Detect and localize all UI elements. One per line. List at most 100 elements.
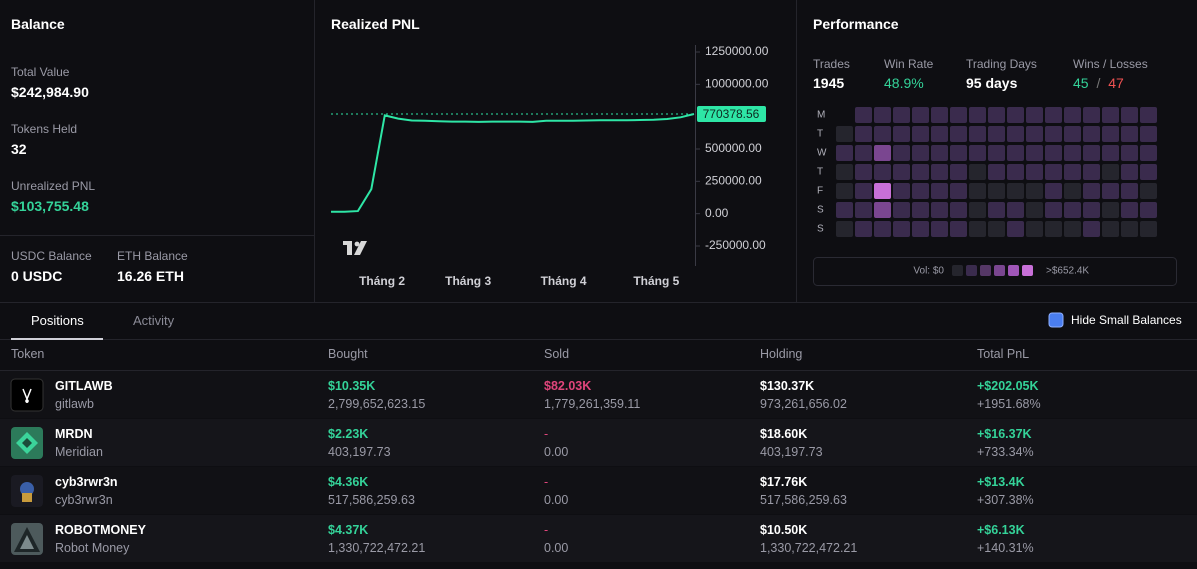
pnl-usd: +$16.37K [977, 427, 1032, 441]
heatmap-cell [855, 202, 872, 218]
row-bg [0, 515, 1197, 562]
holding-amount: 517,586,259.63 [760, 493, 847, 507]
sold-amount: 0.00 [544, 541, 569, 555]
heatmap-cell [1121, 221, 1138, 237]
holding-amount: 1,330,722,472.21 [760, 541, 858, 555]
heatmap-cell [1007, 183, 1024, 199]
stat-value: 95 days [966, 75, 1018, 91]
heatmap-cell [1045, 221, 1062, 237]
heatmap-cell [1083, 164, 1100, 180]
heatmap-cell [1102, 221, 1119, 237]
holding-usd: $18.60K [760, 427, 808, 441]
heatmap-cell [969, 221, 986, 237]
day-label: W [817, 148, 827, 159]
heatmap-cell [1140, 107, 1157, 123]
token-name: Meridian [55, 445, 103, 459]
heatmap-cell [855, 183, 872, 199]
heatmap-cell [1045, 107, 1062, 123]
x-tick-label: Tháng 2 [359, 274, 405, 288]
legend-box [813, 257, 1177, 286]
legend-swatch [1022, 265, 1033, 276]
heatmap-cell [988, 145, 1005, 161]
bought-usd: $10.35K [328, 379, 376, 393]
heatmap-cell [1026, 202, 1043, 218]
heatmap-cell [1026, 183, 1043, 199]
heatmap-cell [950, 183, 967, 199]
heatmap-cell [1007, 221, 1024, 237]
token-symbol: ROBOTMONEY [55, 523, 146, 537]
tab[interactable]: Activity [133, 313, 175, 328]
heatmap-cell [950, 202, 967, 218]
heatmap-cell [836, 183, 853, 199]
y-tick-label: 0.00 [705, 206, 729, 220]
heatmap-cell [1064, 164, 1081, 180]
holding-amount: 403,197.73 [760, 445, 823, 459]
sold-usd: - [544, 475, 549, 489]
toggle-label[interactable]: Hide Small Balances [1071, 313, 1182, 327]
tab[interactable]: Positions [31, 313, 84, 328]
legend-swatch [994, 265, 1005, 276]
pnl-pct: +140.31% [977, 541, 1034, 555]
heatmap-cell [1102, 107, 1119, 123]
heatmap-cell [1102, 164, 1119, 180]
wins: 45 [1073, 75, 1089, 91]
heatmap-cell [874, 126, 891, 142]
heatmap-cell [1121, 107, 1138, 123]
heatmap-cell [893, 202, 910, 218]
heatmap-cell [950, 107, 967, 123]
bought-amount: 1,330,722,472.21 [328, 541, 426, 555]
token-symbol: cyb3rwr3n [55, 475, 118, 489]
heatmap-cell [1045, 126, 1062, 142]
heatmap-cell [1121, 126, 1138, 142]
stat-label: Trading Days [966, 57, 1037, 71]
heatmap-cell [1083, 221, 1100, 237]
day-label: T [817, 167, 823, 178]
day-label: M [817, 110, 825, 121]
heatmap-cell [836, 202, 853, 218]
heatmap-cell [855, 107, 872, 123]
heatmap-cell [1045, 164, 1062, 180]
legend-min: Vol: $0 [913, 266, 944, 277]
heatmap-cell [988, 221, 1005, 237]
tradingview-logo [343, 241, 367, 255]
heatmap-cell [912, 164, 929, 180]
bought-amount: 403,197.73 [328, 445, 391, 459]
heatmap-cell [893, 164, 910, 180]
last-value-badge [697, 106, 766, 123]
stat-value: 48.9% [884, 75, 924, 91]
heatmap-cell [874, 183, 891, 199]
value: 0 USDC [11, 268, 63, 284]
y-tick-label: 500000.00 [705, 141, 762, 155]
heatmap-cell [1140, 164, 1157, 180]
legend-swatch [980, 265, 991, 276]
heatmap-cell [988, 202, 1005, 218]
heatmap-cell [836, 164, 853, 180]
heatmap-cell [874, 202, 891, 218]
legend-swatch [966, 265, 977, 276]
y-tick-label: -250000.00 [705, 238, 766, 252]
heatmap-cell [1102, 183, 1119, 199]
token-name: cyb3rwr3n [55, 493, 113, 507]
heatmap-cell [1064, 126, 1081, 142]
heatmap-cell [1007, 145, 1024, 161]
pnl-usd: +$202.05K [977, 379, 1039, 393]
row-bg [0, 419, 1197, 466]
heatmap-cell [912, 107, 929, 123]
day-label: S [817, 224, 824, 235]
pnl-usd: +$6.13K [977, 523, 1025, 537]
token-name: Robot Money [55, 541, 130, 555]
sold-amount: 0.00 [544, 445, 569, 459]
checkbox[interactable] [1048, 312, 1064, 328]
heatmap-cell [1140, 183, 1157, 199]
value: 32 [11, 141, 27, 157]
last-value-label: 770378.56 [703, 107, 760, 121]
heatmap-cell [1026, 221, 1043, 237]
heatmap-cell [893, 183, 910, 199]
bought-amount: 517,586,259.63 [328, 493, 415, 507]
heatmap-cell [988, 183, 1005, 199]
legend-swatch [952, 265, 963, 276]
day-label: F [817, 186, 823, 197]
day-label: T [817, 129, 823, 140]
heatmap-cell [1121, 164, 1138, 180]
label: ETH Balance [117, 249, 188, 263]
